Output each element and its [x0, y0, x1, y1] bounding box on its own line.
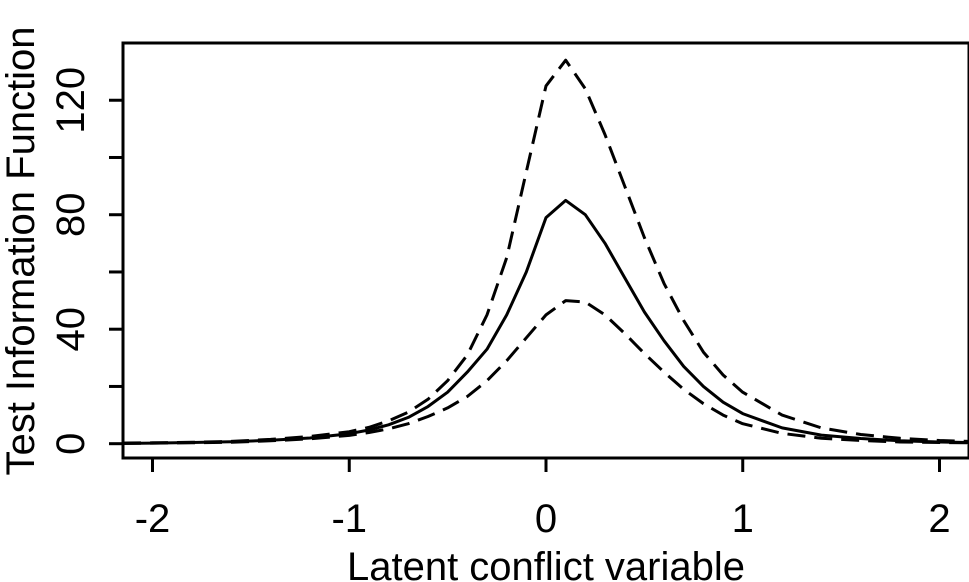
x-tick-label: -1	[331, 497, 367, 541]
x-axis-title: Latent conflict variable	[347, 545, 745, 582]
x-tick-label: 0	[535, 497, 557, 541]
y-tick-label: 0	[49, 433, 93, 455]
x-tick-label: 2	[928, 497, 950, 541]
x-tick-label: 1	[732, 497, 754, 541]
series-lines	[122, 58, 969, 445]
y-tick-label: 80	[49, 192, 93, 237]
x-tick-label: -2	[135, 497, 171, 541]
y-axis-title: Test Information Function	[0, 26, 43, 475]
y-tick-label: 40	[49, 307, 93, 352]
series-line-2	[122, 198, 969, 445]
series-line-1	[122, 58, 969, 445]
series-line-3	[122, 299, 969, 445]
plot-frame	[121, 41, 969, 460]
y-tick-label: 120	[49, 67, 93, 134]
